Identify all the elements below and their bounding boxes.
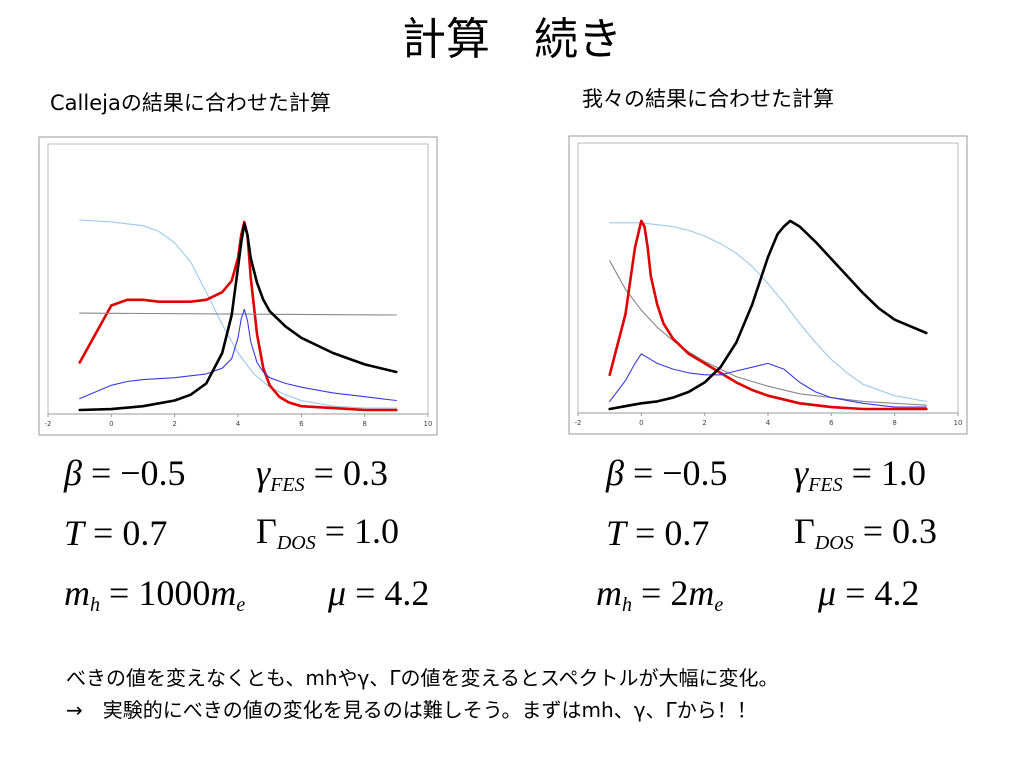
left-gamma-fes-value: 0.3 — [342, 453, 388, 493]
left-beta-param: β = −0.5 — [64, 453, 186, 493]
x-tick-label: 6 — [829, 419, 834, 427]
red-series-line — [608, 219, 928, 411]
black-series-line — [78, 222, 398, 412]
x-tick-label: 0 — [109, 420, 113, 428]
left-Gamma-dos-param: ΓDOS = 1.0 — [256, 511, 400, 554]
footer-notes: べきの値を変えなくとも、mhやγ、Γの値を変えるとスペクトルが大幅に変化。 → … — [66, 662, 779, 726]
gray-series-line — [609, 260, 927, 406]
right-beta-value: −0.5 — [662, 453, 728, 493]
x-tick-label: 4 — [236, 420, 241, 428]
lightblue-series-line — [609, 222, 927, 402]
blue-series-line — [79, 308, 397, 402]
right-mh-value: 2 — [670, 573, 689, 613]
right-subtitle: 我々の結果に合わせた計算 — [582, 87, 834, 111]
right-T-param: T = 0.7 — [606, 513, 710, 553]
x-tick-label: 8 — [892, 419, 896, 427]
x-tick-label: -2 — [45, 420, 52, 428]
left-gamma-fes-param: γFES = 0.3 — [256, 453, 388, 496]
footer-line-2: → 実験的にべきの値の変化を見るのは難しそう。まずはmh、γ、Γから！！ — [66, 698, 757, 722]
x-tick-label: -2 — [575, 419, 582, 427]
left-mu-param: μ = 4.2 — [328, 573, 430, 613]
right-Gamma-dos-param: ΓDOS = 0.3 — [794, 511, 938, 554]
x-tick-label: 2 — [702, 419, 706, 427]
x-tick-label: 10 — [954, 419, 963, 427]
right-spectrum-chart: -2 0 2 4 6 8 10 — [568, 135, 968, 435]
left-subtitle: Callejaの結果に合わせた計算 — [50, 91, 331, 115]
right-mh-param: mh = 2me — [596, 573, 724, 616]
right-Gamma-dos-value: 0.3 — [892, 511, 938, 551]
x-tick-label: 10 — [424, 420, 433, 428]
lightblue-series-line — [79, 219, 397, 409]
right-gamma-fes-param: γFES = 1.0 — [794, 453, 926, 496]
right-gamma-fes-value: 1.0 — [880, 453, 926, 493]
blue-series-line — [609, 353, 927, 408]
left-beta-value: −0.5 — [120, 453, 186, 493]
left-T-value: 0.7 — [122, 513, 168, 553]
slide-title: 計算 続き — [402, 14, 622, 65]
right-mu-value: 4.2 — [874, 573, 920, 613]
right-mu-param: μ = 4.2 — [818, 573, 920, 613]
chart-border — [38, 136, 438, 436]
x-tick-label: 4 — [766, 419, 771, 427]
x-tick-label: 6 — [299, 420, 304, 428]
left-T-param: T = 0.7 — [64, 513, 168, 553]
left-mh-param: mh = 1000me — [64, 573, 246, 616]
left-mu-value: 4.2 — [384, 573, 430, 613]
black-series-line — [608, 219, 928, 411]
left-mh-value: 1000 — [138, 573, 211, 613]
x-tick-label: 0 — [639, 419, 643, 427]
right-beta-param: β = −0.5 — [606, 453, 728, 493]
chart-border — [568, 135, 968, 435]
left-Gamma-dos-value: 1.0 — [354, 511, 400, 551]
x-tick-label: 2 — [172, 420, 176, 428]
gray-series-line — [79, 312, 397, 316]
left-spectrum-chart: -2 0 2 4 6 8 10 — [38, 136, 438, 436]
x-tick-label: 8 — [362, 420, 366, 428]
footer-line-1: べきの値を変えなくとも、mhやγ、Γの値を変えるとスペクトルが大幅に変化。 — [66, 666, 779, 690]
right-T-value: 0.7 — [664, 513, 710, 553]
